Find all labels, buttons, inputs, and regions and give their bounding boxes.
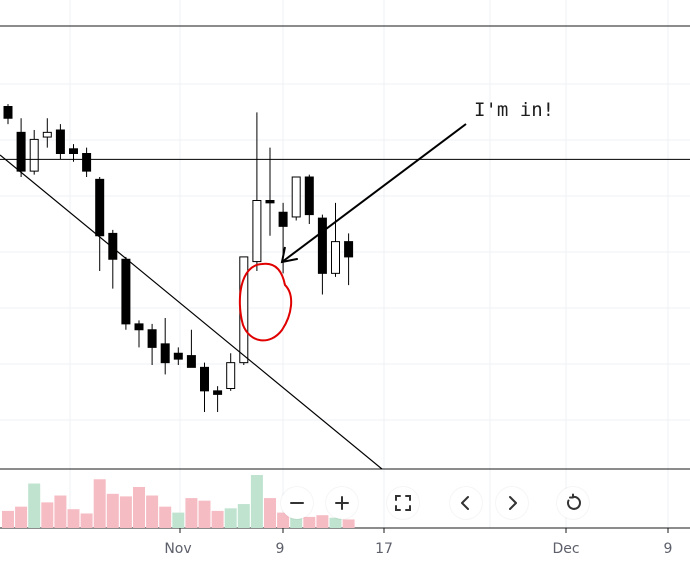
x-tick-label: 17 — [375, 541, 393, 557]
x-tick-label: 9 — [275, 541, 285, 557]
expand-icon — [395, 495, 411, 511]
annotation-arrowhead — [280, 246, 298, 264]
volume-bar — [198, 500, 211, 528]
candle-body — [278, 211, 288, 227]
candle-body — [3, 106, 13, 119]
volume-bar — [316, 515, 329, 528]
volume-bar — [224, 508, 237, 528]
zoom-in-button[interactable] — [326, 487, 358, 519]
candle-body — [160, 343, 170, 364]
annotation-text: I'm in! — [474, 99, 555, 121]
candle-body — [344, 241, 354, 258]
zoom-out-button[interactable] — [281, 487, 313, 519]
chevron-left-icon — [461, 496, 469, 510]
volume-bar — [133, 486, 145, 528]
x-tick-label: 9 — [663, 541, 673, 557]
chart-controls — [0, 487, 690, 521]
candle-body — [16, 131, 26, 172]
volume-bar — [277, 512, 290, 528]
volume-bar — [80, 513, 93, 528]
candle-body — [108, 232, 118, 260]
candle-body — [134, 323, 144, 331]
highlight-circle — [238, 262, 293, 342]
reset-icon — [567, 493, 581, 510]
candle-body — [331, 241, 340, 274]
minus-icon — [290, 502, 304, 504]
scroll-right-button[interactable] — [496, 487, 528, 519]
volume-bar — [237, 504, 250, 528]
x-tick-label: Nov — [164, 541, 192, 557]
drawings — [0, 123, 690, 470]
fullscreen-button[interactable] — [387, 487, 419, 519]
chart-grid — [0, 0, 690, 533]
volume-bar — [146, 495, 159, 528]
candles — [3, 104, 354, 412]
trend-line — [0, 154, 383, 470]
volume-bar — [159, 506, 172, 528]
volume-bar — [211, 510, 224, 528]
volume-bar — [54, 495, 67, 528]
candle-body — [304, 176, 314, 216]
candle-body — [69, 148, 78, 155]
scroll-left-button[interactable] — [450, 487, 482, 519]
x-tick-label: Dec — [552, 541, 580, 557]
candle-body — [186, 355, 196, 368]
volume-bar — [264, 498, 276, 528]
volume-bar — [67, 509, 80, 528]
volume-bar — [106, 493, 119, 528]
candle-body — [291, 176, 301, 218]
candle-body — [55, 129, 65, 154]
candle-body — [95, 178, 105, 237]
volume-bar — [2, 510, 14, 528]
volume-bar — [250, 475, 263, 528]
candle-body — [265, 200, 275, 204]
candle-body — [29, 138, 39, 172]
candle-body — [121, 258, 131, 325]
volume-bar — [41, 502, 54, 528]
plus-icon — [335, 496, 349, 510]
reset-button[interactable] — [557, 487, 589, 519]
volume-bar — [93, 479, 106, 528]
candle-body — [226, 362, 236, 389]
volume-bar — [185, 498, 198, 528]
volume-bar — [172, 512, 185, 528]
volume-bar — [342, 519, 355, 528]
candle-body — [82, 153, 92, 172]
candle-body — [317, 217, 327, 274]
candle-body — [213, 390, 223, 395]
volume-bar — [28, 483, 41, 528]
candle-body — [42, 131, 52, 138]
volume-bar — [329, 517, 342, 528]
volume-bar — [15, 506, 28, 528]
candle-body — [173, 352, 183, 360]
chevron-right-icon — [509, 496, 517, 510]
volume-bar — [119, 496, 132, 528]
candle-body — [252, 200, 262, 263]
candle-body — [147, 329, 157, 348]
annotation-arrow — [281, 123, 467, 263]
volume-bar — [303, 516, 316, 528]
candle-body — [200, 366, 209, 392]
volume-bars — [2, 475, 355, 528]
